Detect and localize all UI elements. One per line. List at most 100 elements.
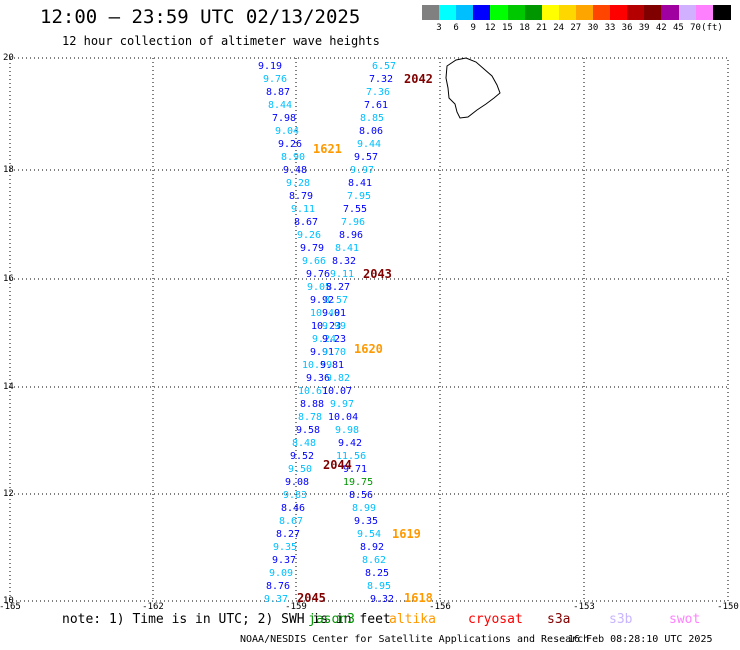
wave-height-value: 10.23 bbox=[311, 321, 342, 332]
wave-height-value: 8.06 bbox=[359, 126, 384, 137]
wave-height-value: 8.57 bbox=[324, 295, 349, 306]
wave-height-value: 8.95 bbox=[367, 581, 392, 592]
wave-height-value: 8.27 bbox=[276, 529, 301, 540]
pass-id-label: 1619 bbox=[392, 527, 421, 541]
wave-height-value: 8.62 bbox=[362, 555, 387, 566]
wave-height-value: 8.76 bbox=[266, 581, 291, 592]
wave-height-value: 9.11 bbox=[291, 204, 316, 215]
scale-label: 24 bbox=[553, 23, 565, 33]
wave-height-value: 8.32 bbox=[332, 256, 357, 267]
scale-swatch bbox=[712, 5, 731, 20]
scale-label: 18 bbox=[519, 23, 530, 33]
scale-swatch bbox=[661, 5, 680, 20]
mission-label: s3a bbox=[547, 612, 571, 627]
wave-height-value: 9.26 bbox=[278, 139, 303, 150]
wave-height-value: 8.67 bbox=[294, 217, 319, 228]
scale-unit: (ft) bbox=[701, 23, 723, 33]
scale-label: 3 bbox=[436, 23, 442, 33]
wave-height-value: 9.99 bbox=[322, 321, 347, 332]
scale-label: 33 bbox=[604, 23, 616, 33]
y-tick-label: 16 bbox=[3, 274, 14, 284]
wave-height-value: 10.59 bbox=[302, 360, 333, 371]
wave-height-value: 9.11 bbox=[330, 269, 355, 280]
scale-label: 27 bbox=[570, 23, 582, 33]
wave-height-value: 6.57 bbox=[372, 61, 397, 72]
scale-label: 70 bbox=[690, 23, 701, 33]
wave-height-value: 9.37 bbox=[272, 555, 297, 566]
wave-height-value: 8.85 bbox=[360, 113, 385, 124]
x-tick-label: -165 bbox=[0, 602, 21, 612]
wave-height-value: 9.04 bbox=[275, 126, 300, 137]
pass-id-label: 2045 bbox=[297, 591, 326, 605]
wave-height-value: 10.61 bbox=[298, 386, 329, 397]
wave-height-value: 9.79 bbox=[300, 243, 325, 254]
pass-id-label: 2043 bbox=[363, 267, 392, 281]
wave-height-value: 9.08 bbox=[285, 477, 310, 488]
wave-height-value: 9.54 bbox=[357, 529, 382, 540]
scale-label: 12 bbox=[484, 23, 496, 33]
wave-height-value: 9.82 bbox=[326, 373, 351, 384]
scale-swatch bbox=[627, 5, 646, 20]
wave-height-value: 7.98 bbox=[272, 113, 297, 124]
wave-height-value: 8.78 bbox=[298, 412, 323, 423]
wave-height-value: 9.71 bbox=[343, 464, 368, 475]
wave-height-value: 9.24 bbox=[312, 334, 337, 345]
scale-label: 30 bbox=[587, 23, 599, 33]
wave-height-value: 9.50 bbox=[288, 464, 313, 475]
wave-height-value: 9.83 bbox=[283, 490, 308, 501]
map-frame bbox=[9, 57, 729, 602]
wave-height-value: 9.58 bbox=[296, 425, 321, 436]
wave-height-value: 9.37 bbox=[264, 594, 289, 605]
y-tick-label: 18 bbox=[3, 165, 14, 175]
wave-height-value: 8.90 bbox=[281, 152, 306, 163]
y-tick-label: 10 bbox=[3, 596, 14, 606]
x-tick-label: -159 bbox=[285, 602, 307, 612]
wave-height-value: 9.98 bbox=[335, 425, 360, 436]
wave-height-value: 8.87 bbox=[266, 87, 291, 98]
wave-height-value: 8.79 bbox=[289, 191, 314, 202]
scale-swatch bbox=[422, 5, 440, 20]
wave-height-value: 11.56 bbox=[336, 451, 367, 462]
scale-swatch bbox=[558, 5, 577, 20]
x-tick-label: -156 bbox=[429, 602, 451, 612]
wave-height-value: 9.91 bbox=[310, 347, 335, 358]
mission-label: s3b bbox=[609, 612, 633, 627]
credit-line: NOAA/NESDIS Center for Satellite Applica… bbox=[240, 634, 590, 645]
wave-height-value: 8.41 bbox=[335, 243, 360, 254]
scale-label: 39 bbox=[638, 23, 650, 33]
y-tick-label: 20 bbox=[3, 53, 14, 63]
scale-label: 9 bbox=[470, 23, 476, 33]
pass-id-label: 1620 bbox=[354, 342, 383, 356]
scale-swatch bbox=[507, 5, 526, 20]
x-tick-label: -150 bbox=[717, 602, 739, 612]
wave-height-value: 8.27 bbox=[326, 282, 351, 293]
wave-height-value: 10.49 bbox=[310, 308, 341, 319]
wave-height-value: 9.70 bbox=[322, 347, 347, 358]
scale-label: 45 bbox=[672, 23, 684, 33]
wave-height-value: 8.48 bbox=[292, 438, 317, 449]
wave-height-value: 9.76 bbox=[263, 74, 288, 85]
wave-height-value: 9.09 bbox=[269, 568, 294, 579]
footnote: note: 1) Time is in UTC; 2) SWH is in fe… bbox=[62, 612, 391, 627]
wave-height-value: 7.36 bbox=[366, 87, 391, 98]
scale-swatch bbox=[456, 5, 475, 20]
y-tick-label: 12 bbox=[3, 489, 14, 499]
scale-swatch bbox=[610, 5, 629, 20]
scale-label: 6 bbox=[453, 23, 459, 33]
wave-height-value: 7.32 bbox=[369, 74, 394, 85]
scale-swatch bbox=[678, 5, 697, 20]
wave-height-value: 7.95 bbox=[347, 191, 372, 202]
wave-height-value: 9.32 bbox=[370, 594, 395, 605]
island-coastline bbox=[445, 57, 501, 119]
page-title: 12:00 – 23:59 UTC 02/13/2025 bbox=[40, 6, 361, 28]
scale-swatch bbox=[644, 5, 663, 20]
wave-height-value: 9.19 bbox=[258, 61, 283, 72]
scale-swatch bbox=[439, 5, 458, 20]
wave-height-value: 9.44 bbox=[357, 139, 382, 150]
scale-label: 36 bbox=[621, 23, 633, 33]
wave-height-value: 9.97 bbox=[350, 165, 375, 176]
scale-label: 42 bbox=[655, 23, 667, 33]
wave-height-value: 9.26 bbox=[297, 230, 322, 241]
grid bbox=[10, 58, 728, 601]
